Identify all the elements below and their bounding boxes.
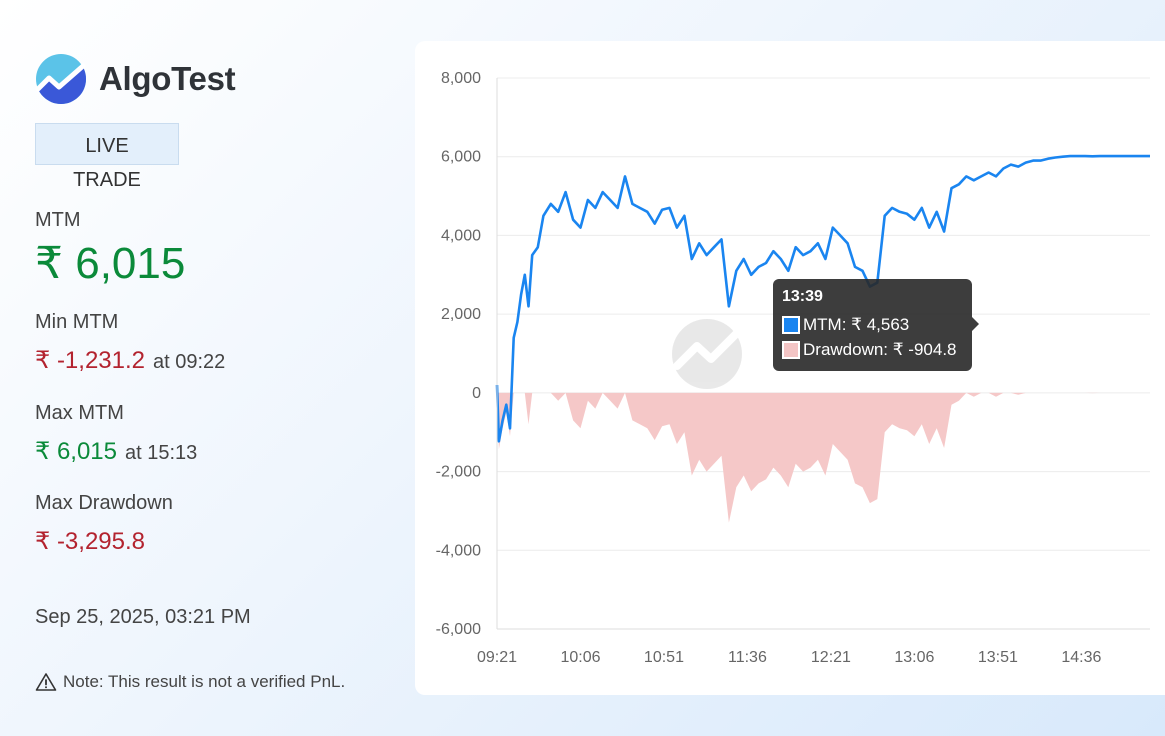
mtm-value: ₹ 6,015: [35, 239, 186, 288]
x-tick-label: 11:36: [728, 649, 767, 666]
x-tick-label: 09:21: [477, 649, 517, 666]
mtm-line: [495, 154, 1150, 443]
tooltip-mtm: MTM: ₹ 4,563: [803, 315, 910, 334]
watermark-logo-icon: [672, 319, 742, 389]
chart-card: 8,000 6,000 4,000 2,000 0 -2,000 -4,000 -6,000 …: [415, 41, 1165, 695]
y-tick-label: 2,000: [441, 306, 481, 323]
x-tick-label: 13:51: [978, 649, 1018, 666]
chart-tooltip: 13:39 MTM: ₹ 4,563 Drawdown: ₹ -904.8: [773, 279, 979, 371]
tooltip-time: 13:39: [782, 288, 823, 305]
algotest-logo-icon: [35, 54, 86, 104]
mtm-swatch-icon: [782, 316, 800, 334]
max-drawdown-label: Max Drawdown: [35, 492, 173, 514]
live-badge: LIVE: [35, 123, 179, 165]
drawdown-area: [497, 392, 1150, 523]
timestamp: Sep 25, 2025, 03:21 PM: [35, 606, 251, 628]
summary-panel: AlgoTest LIVE TRADE MTM ₹ 6,015 Min MTM …: [35, 0, 395, 736]
note-text: Note: This result is not a verified PnL.: [63, 672, 346, 691]
warning-icon: [35, 673, 57, 691]
drawdown-area-layer: [497, 392, 1150, 523]
x-tick-labels: 09:21 10:06 10:51 11:36 12:21 13:06 13:51 14:36: [477, 649, 1102, 666]
x-tick-label: 14:36: [1061, 649, 1101, 666]
y-tick-label: 4,000: [441, 227, 481, 244]
y-tick-label: -4,000: [436, 542, 481, 559]
min-mtm-time: at 09:22: [153, 351, 226, 373]
tooltip-mtm-row: MTM: ₹ 4,563: [782, 315, 972, 335]
max-drawdown-value: ₹ -3,295.8: [35, 528, 146, 555]
y-tick-label: 0: [472, 385, 481, 402]
x-tick-label: 10:51: [644, 649, 684, 666]
trade-label: TRADE: [73, 169, 141, 191]
max-mtm-time: at 15:13: [125, 442, 198, 464]
y-tick-label: 8,000: [441, 70, 481, 87]
y-tick-label: -6,000: [436, 621, 481, 638]
min-mtm-row: ₹ -1,231.2 at 09:22: [35, 346, 225, 375]
tooltip-drawdown-row: Drawdown: ₹ -904.8: [782, 340, 972, 360]
brand: AlgoTest: [35, 53, 236, 105]
max-mtm-label: Max MTM: [35, 402, 124, 424]
tooltip-drawdown: Drawdown: ₹ -904.8: [803, 340, 957, 359]
min-mtm-label: Min MTM: [35, 311, 119, 333]
mtm-chart[interactable]: 8,0006,0004,0002,0000-2,000-4,000-6,000 …: [415, 41, 1165, 695]
brand-name: AlgoTest: [99, 60, 236, 97]
min-mtm-value: ₹ -1,231.2: [35, 347, 146, 374]
mtm-line-layer: [495, 154, 1150, 443]
tooltip-caret-icon: [972, 317, 979, 331]
x-tick-label: 10:06: [560, 649, 600, 666]
drawdown-swatch-icon: [782, 341, 800, 359]
x-tick-label: 12:21: [811, 649, 851, 666]
note: Note: This result is not a verified PnL.: [35, 672, 345, 692]
mtm-label: MTM: [35, 209, 81, 231]
y-tick-labels: 8,000 6,000 4,000 2,000 0 -2,000 -4,000 -6,000: [436, 70, 481, 638]
max-mtm-row: ₹ 6,015 at 15:13: [35, 437, 197, 466]
axes: [496, 78, 1150, 630]
y-tick-label: -2,000: [436, 464, 481, 481]
y-tick-label: 6,000: [441, 149, 481, 166]
x-tick-label: 13:06: [894, 649, 934, 666]
max-mtm-value: ₹ 6,015: [35, 438, 117, 465]
